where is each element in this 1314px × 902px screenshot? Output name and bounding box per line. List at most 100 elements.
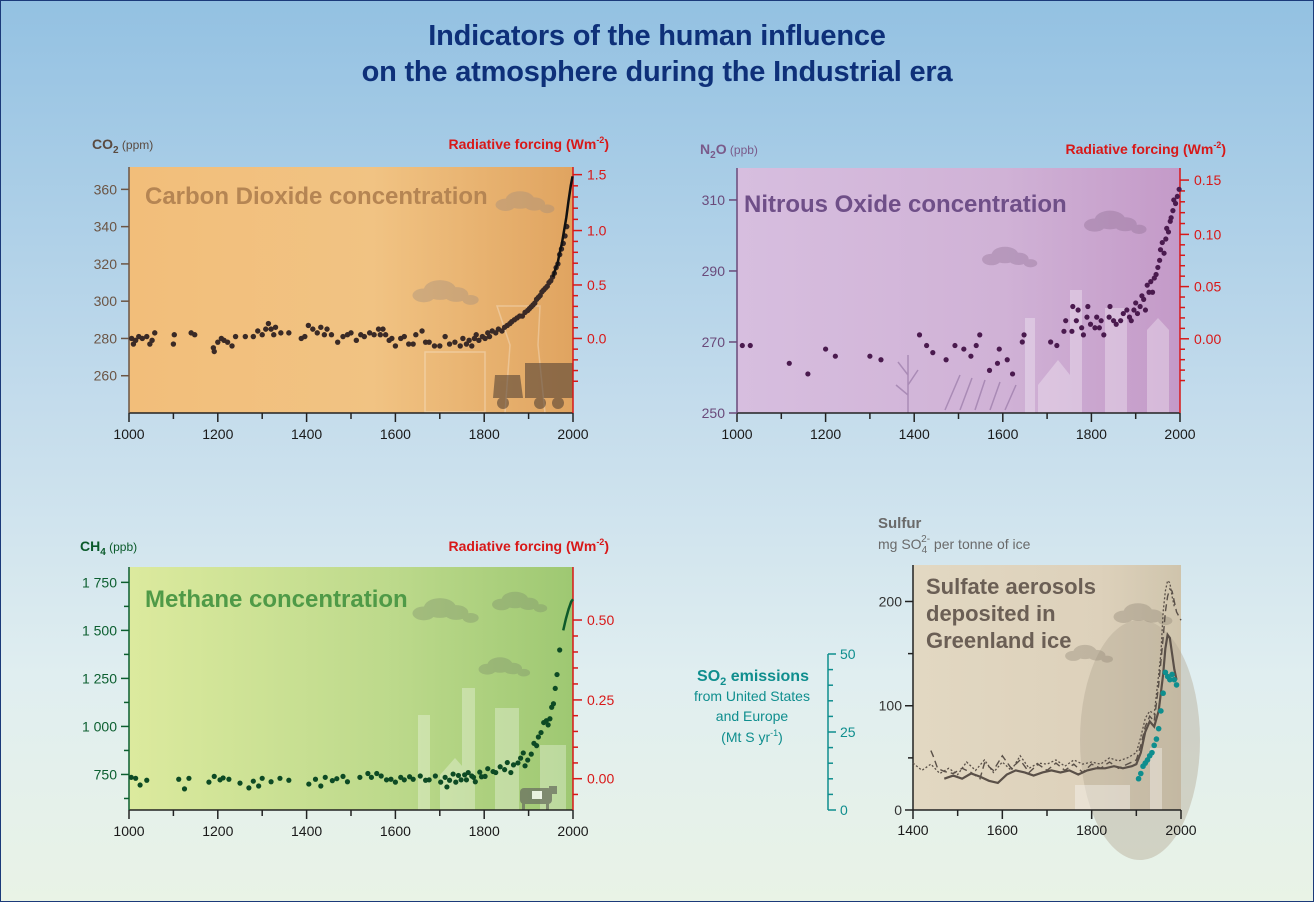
co2-instrument-line [551, 176, 574, 278]
y-tick-label: 360 [94, 181, 118, 197]
n2o-data-point [1142, 307, 1149, 313]
n2o-data-point [1165, 229, 1172, 235]
page-title-line-1: Indicators of the human influence [428, 20, 886, 52]
ch4-data-point [510, 762, 517, 768]
cloud-decoration [412, 280, 479, 305]
co2-axis-title: CO2 (ppm) [92, 136, 153, 156]
x-tick-label: 2000 [1165, 822, 1196, 838]
n2o-data-point [961, 346, 967, 352]
x-tick-label: 1000 [113, 823, 144, 839]
ch4-data-point [206, 779, 212, 785]
so2-data-point [1162, 669, 1169, 676]
cloud-puff [1113, 610, 1134, 623]
n2o-data-point [1110, 318, 1117, 324]
ch4-data-point [557, 647, 563, 653]
truck-cab [493, 375, 523, 398]
n2o-data-point [823, 346, 829, 352]
silo-shape [1025, 318, 1035, 413]
co2-data-point [406, 341, 412, 347]
so2-data-point [1171, 676, 1178, 683]
ch4-data-point [518, 755, 524, 761]
n2o-data-point [1063, 318, 1069, 324]
co2-panel: Carbon Dioxide concentration 1000 1200 1400… [92, 135, 609, 442]
co2-data-point [366, 330, 373, 336]
n2o-axis-title: N2O (ppb) [700, 141, 758, 161]
n2o-data-point [1094, 314, 1100, 320]
ch4-data-point [502, 767, 508, 773]
ch4-data-point [525, 757, 531, 763]
co2-data-point [499, 328, 505, 334]
n2o-data-point [1087, 321, 1094, 327]
ch4-data-point [446, 777, 453, 783]
n2o-data-point [1079, 325, 1085, 331]
ch4-data-point [186, 775, 192, 781]
silo-shape [1070, 290, 1082, 413]
ch4-data-point [522, 763, 528, 769]
n2o-data-point [1098, 318, 1104, 324]
ch4-data-point [220, 775, 226, 781]
cloud-decoration [412, 598, 479, 623]
y-tick-label: 310 [702, 192, 726, 208]
x-tick-label: 1600 [987, 426, 1018, 442]
cloud-puff [495, 198, 516, 211]
y-tick-label: 290 [702, 263, 726, 279]
ch4-data-point [133, 775, 139, 781]
n2o-plot-area [737, 168, 1180, 413]
n2o-data-point [1172, 200, 1179, 207]
cloud-puff [1123, 603, 1153, 621]
ch4-data-point [401, 777, 407, 783]
n2o-data-point [968, 353, 974, 359]
co2-data-point [321, 332, 328, 338]
y-tick-label: 1 750 [82, 574, 117, 590]
x-tick-label: 1600 [987, 822, 1018, 838]
so2-data-point [1158, 708, 1164, 714]
n2o-data-point [1070, 303, 1076, 310]
ch4-axis-title: CH4 (ppb) [80, 538, 137, 558]
sulfur-axis-title: Sulfur [878, 515, 921, 532]
y-tick-label: 270 [702, 334, 726, 350]
co2-data-point [271, 332, 277, 338]
co2-data-point [348, 330, 354, 336]
cloud-puff [1131, 224, 1147, 235]
co2-data-point [457, 343, 463, 349]
x-tick-label: 2000 [1164, 426, 1195, 442]
co2-data-point [305, 322, 312, 329]
n2o-data-point [1137, 303, 1143, 310]
sulfate-panel-title-line: Greenland ice [926, 628, 1072, 653]
n2o-data-point [1163, 236, 1169, 242]
n2o-data-point [1101, 332, 1107, 338]
y2-tick-label: 0.05 [1194, 279, 1221, 295]
ch4-data-point [286, 777, 292, 783]
cloud-puff [517, 668, 531, 677]
n2o-data-point [1113, 321, 1119, 327]
cloud-puff [1113, 217, 1137, 232]
co2-data-point [229, 343, 235, 349]
cloud-puff [492, 598, 511, 611]
co2-data-point [152, 330, 158, 336]
so2-data-point [1135, 775, 1142, 782]
cloud-puff [1065, 650, 1082, 661]
cloud-puff [462, 294, 479, 305]
co2-data-point [466, 337, 472, 344]
ch4-data-point [515, 760, 521, 766]
cloud-puff [412, 606, 436, 621]
ch4-data-point [268, 779, 274, 785]
x-tick-label: 1400 [291, 823, 322, 839]
n2o-data-point [924, 342, 930, 349]
ch4-data-point [497, 764, 503, 770]
ch4-data-point [432, 773, 438, 779]
n2o-data-point [1019, 339, 1025, 345]
n2o-data-point [739, 342, 745, 349]
cloud-puff [503, 662, 523, 675]
n2o-data-point [986, 367, 993, 373]
n2o-data-point [1069, 328, 1075, 334]
x-tick-label: 1800 [469, 823, 500, 839]
ch4-data-point [417, 773, 423, 779]
n2o-data-point [1134, 310, 1141, 317]
ch4-data-point [426, 777, 432, 783]
ch4-data-point [482, 773, 488, 779]
y2-tick-label: 1.5 [587, 167, 607, 183]
ch4-data-point [554, 671, 560, 678]
